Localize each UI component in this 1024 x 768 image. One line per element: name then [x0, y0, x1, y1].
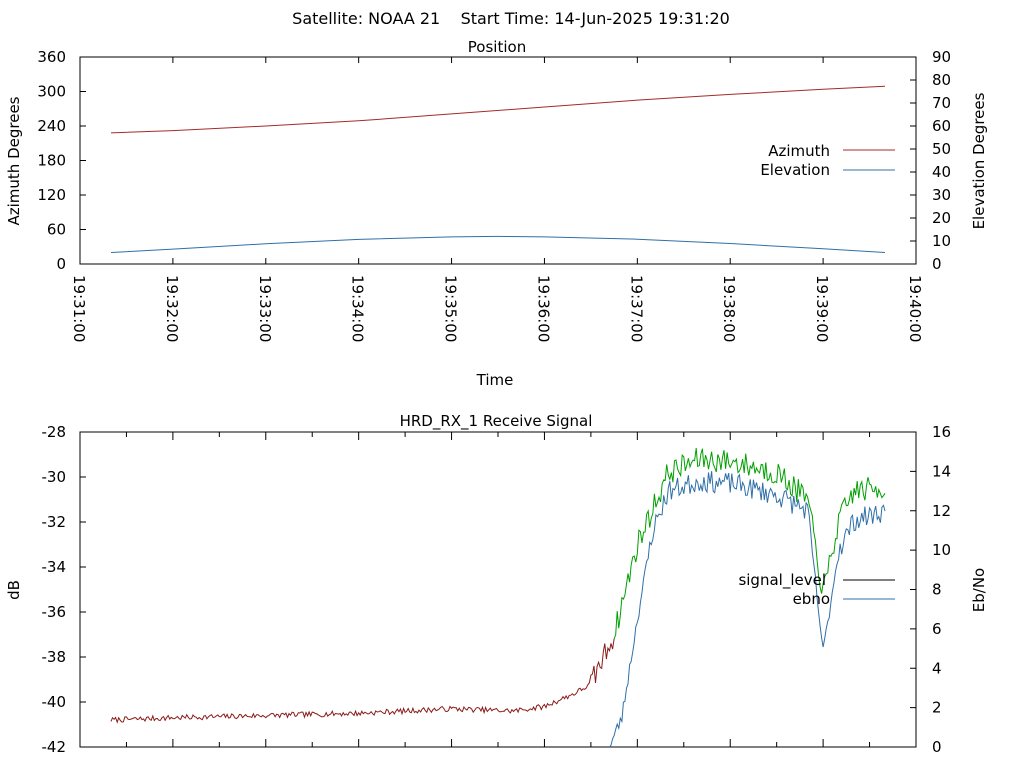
position-x-axis-label: Time	[476, 371, 514, 389]
position-y-tick-label: 360	[37, 48, 66, 66]
signal-y2-tick-label: 8	[932, 581, 942, 599]
position-series	[110, 85, 886, 253]
position-x-tick-label: 19:33:00	[256, 275, 274, 342]
position-y2-tick-label: 40	[932, 163, 951, 181]
signal-y2-tick-label: 2	[932, 699, 942, 717]
position-x-tick-label: 19:37:00	[627, 275, 645, 342]
signal-y2-tick-label: 6	[932, 620, 942, 638]
position-x-tick-label: 19:38:00	[720, 275, 738, 342]
ebno-series-line	[609, 471, 886, 748]
signal-y-axis-label: dB	[5, 580, 23, 600]
signal-db-tick-labels: -42 -40 -38 -36 -34 -32 -30 -28	[42, 423, 67, 756]
position-x-tick-label: 19:35:00	[442, 275, 460, 342]
elevation-series-line	[110, 235, 886, 253]
position-x-tick-label: 19:31:00	[70, 275, 88, 342]
position-y-tick-label: 120	[37, 186, 66, 204]
figure-title: Satellite: NOAA 21 Start Time: 14-Jun-20…	[292, 9, 730, 28]
legend-label-ebno: ebno	[793, 590, 830, 608]
position-y2-tick-label: 80	[932, 71, 951, 89]
position-tick-marks	[79, 56, 917, 265]
signal-legend: signal_level ebno	[738, 571, 895, 608]
legend-label-signal-level: signal_level	[738, 571, 826, 590]
position-chart-title: Position	[468, 38, 526, 56]
signal-chart: HRD_RX_1 Receive Signal -42-40-38-36-34-…	[5, 412, 988, 756]
position-y2-tick-label: 30	[932, 186, 951, 204]
position-y-tick-label: 180	[37, 152, 66, 170]
signal-y2-axis-label: Eb/No	[970, 568, 988, 612]
position-y2-tick-label: 10	[932, 232, 951, 250]
legend-label-elevation: Elevation	[760, 161, 830, 179]
signal-y-tick-label: -42	[42, 738, 67, 756]
position-y-tick-label: 60	[47, 221, 66, 239]
position-x-tick-label: 19:40:00	[906, 275, 924, 342]
signal-y2-tick-label: 16	[932, 423, 951, 441]
position-y-tick-label: 300	[37, 83, 66, 101]
signal-plot-frame	[79, 431, 917, 748]
position-chart: Position 0 60 120 180 240 300 360 0 10 20 30 40 50 6…	[5, 38, 988, 389]
signal-y-tick-label: -38	[42, 648, 67, 666]
legend-label-azimuth: Azimuth	[768, 142, 830, 160]
signal-chart-title: HRD_RX_1 Receive Signal	[400, 412, 593, 431]
position-y-axis-label: Azimuth Degrees	[5, 96, 23, 225]
position-x-tick-label: 19:39:00	[813, 275, 831, 342]
position-y2-tick-label: 20	[932, 209, 951, 227]
position-y2-tick-label: 50	[932, 140, 951, 158]
position-legend: Azimuth Elevation	[760, 142, 895, 179]
signal-y-tick-label: -36	[42, 603, 67, 621]
position-y-tick-label: 0	[56, 255, 66, 273]
signal-ebno-tick-labels: 0 2 4 6 8 10 12 14 16	[932, 423, 951, 756]
signal-y2-tick-label: 14	[932, 462, 951, 480]
position-y2-tick-label: 60	[932, 117, 951, 135]
signal-y-tick-label: -28	[42, 423, 67, 441]
position-x-tick-label: 19:32:00	[163, 275, 181, 342]
signal-series	[110, 448, 886, 748]
signal-level-series-line	[110, 638, 615, 724]
signal-y-tick-label: -30	[42, 468, 67, 486]
signal-tick-marks	[79, 431, 917, 748]
azimuth-series-line	[110, 85, 886, 134]
position-elevation-tick-labels: 0 10 20 30 40 50 60 70 80 90	[932, 48, 951, 273]
position-time-tick-labels: 19:31:00 19:32:00 19:33:00 19:34:00 19:35:00…	[70, 275, 924, 342]
position-azimuth-tick-labels: 0 60 120 180 240 300 360	[37, 48, 66, 273]
position-y-tick-label: 240	[37, 117, 66, 135]
signal-y-tick-label: -40	[42, 693, 67, 711]
position-y2-tick-label: 0	[932, 255, 942, 273]
position-x-tick-label: 19:34:00	[349, 275, 367, 342]
position-y2-tick-label: 70	[932, 94, 951, 112]
signal-y2-tick-label: 10	[932, 541, 951, 559]
signal-level-locked-series-line	[613, 448, 886, 640]
signal-y-tick-label: -34	[42, 558, 67, 576]
signal-y-tick-label: -32	[42, 513, 67, 531]
signal-y2-tick-label: 0	[932, 738, 942, 756]
signal-y2-tick-label: 4	[932, 659, 942, 677]
position-x-tick-label: 19:36:00	[534, 275, 552, 342]
position-y2-tick-label: 90	[932, 48, 951, 66]
position-y2-axis-label: Elevation Degrees	[970, 92, 988, 229]
signal-y2-tick-label: 12	[932, 502, 951, 520]
